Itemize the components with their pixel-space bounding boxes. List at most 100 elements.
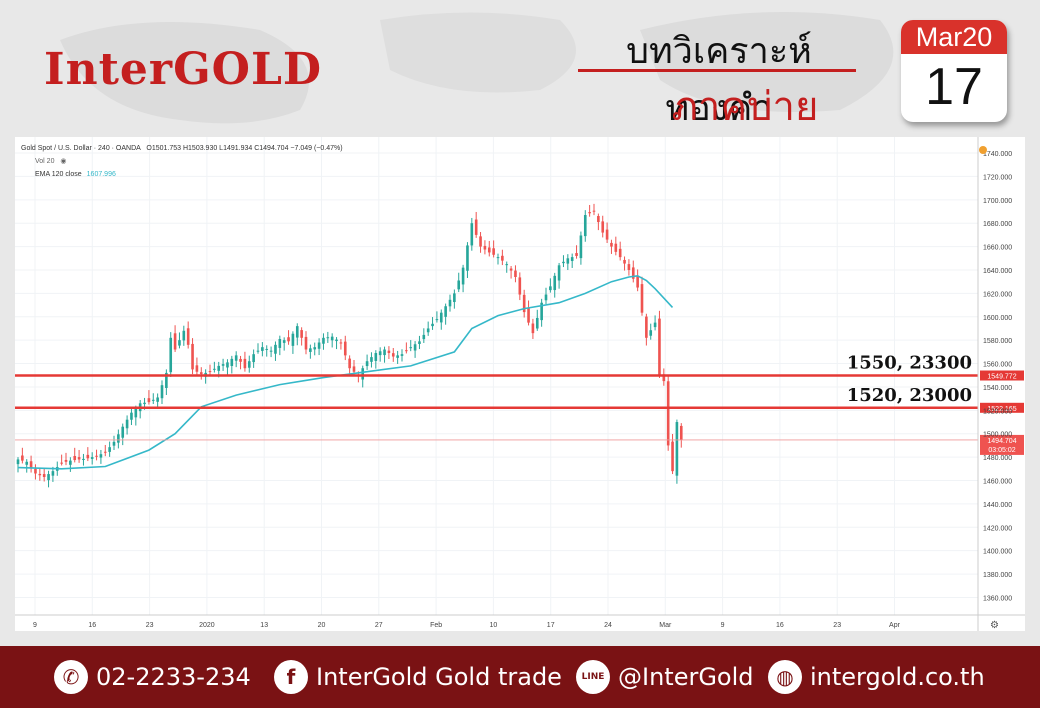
candle-body [679, 425, 683, 440]
price-chart[interactable]: 1550, 23300 1549.772 1520, 23000 1522.165 14… [15, 137, 1025, 631]
legend-volume-label: Vol 20 [35, 158, 55, 165]
candle-body [631, 267, 635, 279]
legend-ema-label: EMA 120 close [35, 171, 82, 178]
level-lines: 1550, 23300 1549.772 1520, 23000 1522.165 14… [15, 353, 1024, 455]
candle-body [295, 326, 299, 338]
footer-website[interactable]: ◍ intergold.co.th [768, 646, 985, 708]
candle-body [409, 347, 413, 349]
candle-body [405, 350, 408, 352]
page-subtitle: ภาคบ่าย [671, 84, 819, 130]
candle-body [501, 255, 504, 261]
candle-body [422, 334, 426, 340]
candle-body [34, 468, 37, 474]
candle-body [178, 340, 181, 346]
candle-body [461, 267, 465, 285]
candle-body [73, 455, 77, 461]
candle-body [396, 355, 399, 358]
footer-website-text: intergold.co.th [810, 663, 985, 691]
candle-body [623, 259, 626, 264]
candle-body [435, 319, 439, 321]
y-tick-label: 1480.000 [983, 455, 1012, 462]
candle-body [387, 350, 391, 354]
y-tick-label: 1380.000 [983, 572, 1012, 579]
phone-icon: ✆ [54, 660, 88, 694]
legend-ema[interactable]: EMA 120 close 1607.996 [35, 171, 116, 178]
candle-body [470, 223, 474, 246]
candle-body [479, 236, 482, 247]
candle-body [597, 216, 600, 223]
footer-facebook[interactable]: f InterGold Gold trade [274, 646, 562, 708]
candle-body [29, 461, 33, 468]
candle-body [160, 385, 164, 399]
candle-body [300, 330, 303, 338]
candle-body [391, 353, 395, 357]
candle-body [82, 458, 85, 460]
candle-body [69, 460, 72, 465]
candle-body [269, 350, 273, 352]
candle-body [636, 276, 639, 288]
x-tick-label: 16 [88, 622, 96, 629]
y-tick-label: 1680.000 [983, 221, 1012, 228]
candle-body [151, 399, 155, 401]
candle-body [579, 235, 583, 259]
footer-phone[interactable]: ✆ 02-2233-234 [54, 646, 251, 708]
candle-body [553, 275, 557, 291]
chart-grid [15, 137, 978, 615]
legend-volume[interactable]: Vol 20 ◉ [35, 157, 67, 165]
candle-body [418, 341, 421, 344]
candle-body [117, 434, 120, 443]
footer-line[interactable]: LINE @InterGold [576, 646, 754, 708]
y-tick-label: 1460.000 [983, 479, 1012, 486]
x-tick-label: Feb [430, 622, 442, 629]
y-tick-label: 1740.000 [983, 151, 1012, 158]
candle-body [165, 372, 168, 388]
candle-body [256, 350, 260, 352]
calendar-month: Mar20 [901, 20, 1007, 54]
candle-body [169, 337, 173, 373]
candle-body [208, 371, 212, 373]
candle-body [143, 402, 146, 405]
candle-body [378, 351, 382, 356]
candle-body [317, 342, 321, 349]
candle-body [199, 372, 203, 375]
candle-body [265, 348, 269, 350]
candle-body [182, 330, 186, 341]
price-tag-label: 1522.165 [987, 406, 1016, 413]
candle-body [487, 247, 491, 253]
candle-body [483, 245, 487, 250]
candle-body [25, 461, 29, 465]
candle-body [365, 361, 369, 367]
candle-body [221, 364, 225, 366]
brand-logo: InterGOLD [44, 44, 323, 95]
candle-body [662, 374, 666, 382]
legend-ohlc: O1501.753 H1503.930 L1491.934 C1494.704 … [146, 145, 343, 152]
price-tag-bg [980, 402, 1024, 413]
x-tick-label: 9 [721, 622, 725, 629]
footer-phone-text: 02-2233-234 [96, 663, 251, 691]
footer-facebook-text: InterGold Gold trade [316, 663, 562, 691]
candle-body [330, 336, 334, 341]
candle-body [610, 242, 613, 247]
candle-body [540, 302, 543, 321]
y-tick-label: 1720.000 [983, 174, 1012, 181]
candle-body [322, 337, 325, 344]
x-tick-label: 10 [490, 622, 498, 629]
y-tick-label: 1360.000 [983, 595, 1012, 602]
candle-body [383, 349, 386, 356]
eye-icon[interactable]: ◉ [60, 158, 67, 165]
y-tick-label: 1580.000 [983, 338, 1012, 345]
candle-body [234, 355, 238, 361]
x-tick-label: 20 [318, 622, 326, 629]
candle-body [103, 451, 107, 453]
candle-body [671, 441, 674, 472]
footer-line-text: @InterGold [618, 663, 754, 691]
candle-body [653, 322, 657, 328]
candle-body [108, 447, 111, 452]
x-tick-label: 27 [375, 622, 383, 629]
x-tick-label: 17 [547, 622, 555, 629]
candle-body [509, 268, 513, 271]
y-tick-label: 1640.000 [983, 268, 1012, 275]
support-level-label: 1520, 23000 [847, 385, 972, 406]
candle-body [466, 245, 469, 271]
candle-body [191, 343, 194, 370]
